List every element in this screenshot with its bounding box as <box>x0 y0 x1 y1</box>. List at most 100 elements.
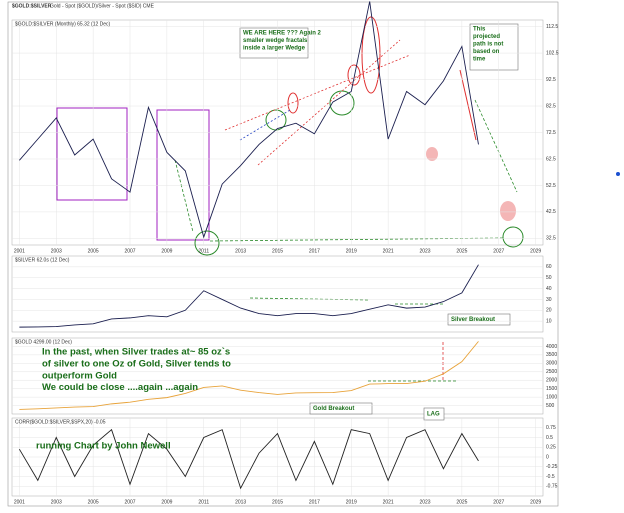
y-tick-label: 112.5 <box>546 24 558 30</box>
y-tick-label: 2000 <box>546 378 557 384</box>
y-tick-label: 52.5 <box>546 183 556 189</box>
note-box <box>309 402 373 415</box>
annotation: projected <box>473 34 500 40</box>
y-tick-label: -0.5 <box>546 474 555 480</box>
note-box <box>469 23 519 71</box>
annotation: Silver Breakout <box>451 317 495 323</box>
chart-subtitle: Gold - Spot ($GOLD)/Silver - Spot ($SID)… <box>50 3 155 9</box>
x-tick-label: 2021 <box>383 248 394 254</box>
x-tick-label: 2009 <box>161 499 172 505</box>
circle <box>361 16 381 94</box>
drawings <box>56 16 524 421</box>
y-tick-label: 0 <box>546 454 549 460</box>
note-box <box>447 313 511 326</box>
legend-label: $SILVER 62.0s (12 Dec) <box>15 257 70 263</box>
legend-label: CORR($GOLD:$SILVER,$SPX,20) -0.05 <box>15 419 106 425</box>
y-tick-label: 500 <box>546 403 555 409</box>
y-tick-label: 1000 <box>546 394 557 400</box>
y-tick-label: 72.5 <box>546 130 556 136</box>
chart-title: $GOLD:$SILVER <box>12 3 52 9</box>
x-tick-label: 2017 <box>309 499 320 505</box>
x-tick-label: 2019 <box>346 248 357 254</box>
y-tick-label: 0.25 <box>546 445 556 451</box>
x-tick-label: 2009 <box>161 248 172 254</box>
y-tick-label: 92.5 <box>546 77 556 83</box>
projection <box>459 69 477 141</box>
y-tick-label: 10 <box>546 318 552 324</box>
y-tick-label: 3000 <box>546 361 557 367</box>
y-tick-label: 4000 <box>546 344 557 350</box>
note-box <box>423 407 445 421</box>
y-tick-label: 20 <box>546 308 552 314</box>
series-line <box>19 341 479 410</box>
wedge-line <box>257 39 401 166</box>
x-tick-label: 2025 <box>456 499 467 505</box>
y-tick-label: 102.5 <box>546 50 559 56</box>
annotation: of silver to one Oz of Gold, Silver tend… <box>42 358 231 369</box>
x-tick-label: 2001 <box>14 248 25 254</box>
y-tick-label: 60 <box>546 264 552 270</box>
x-tick-label: 2015 <box>272 248 283 254</box>
y-tick-label: 30 <box>546 297 552 303</box>
y-tick-label: 42.5 <box>546 209 556 215</box>
panel <box>11 255 544 333</box>
annotation: inside a larger Wedge <box>243 46 306 52</box>
legend-label: $GOLD 4299.00 (12 Dec) <box>15 339 72 345</box>
dashed-line <box>174 159 194 233</box>
dashed-line <box>474 99 518 193</box>
annotation: LAG <box>427 412 440 418</box>
y-tick-label: 0.5 <box>546 435 553 441</box>
circle <box>287 92 299 114</box>
chart-frame <box>7 1 559 507</box>
x-tick-label: 2025 <box>456 248 467 254</box>
x-tick-label: 2001 <box>14 499 25 505</box>
y-tick-label: 82.5 <box>546 103 556 109</box>
circle <box>194 230 220 256</box>
circle <box>426 147 438 161</box>
y-tick-label: 50 <box>546 275 552 281</box>
x-tick-label: 2011 <box>198 248 209 254</box>
annotation: smaller wedge fractals <box>243 38 308 44</box>
x-tick-label: 2021 <box>383 499 394 505</box>
x-tick-label: 2013 <box>235 248 246 254</box>
annotation: outperform Gold <box>42 370 117 381</box>
circle <box>329 90 355 116</box>
x-tick-label: 2005 <box>88 248 99 254</box>
y-tick-label: 32.5 <box>546 236 556 242</box>
wedge-line <box>224 54 411 131</box>
x-tick-label: 2005 <box>88 499 99 505</box>
y-tick-label: 0.75 <box>546 425 556 431</box>
x-tick-label: 2007 <box>124 499 135 505</box>
y-tick-label: 2500 <box>546 369 557 375</box>
y-tick-label: -0.25 <box>546 464 558 470</box>
x-tick-label: 2023 <box>419 499 430 505</box>
box <box>56 107 128 201</box>
annotation: We could be close ....again ...again <box>42 382 198 393</box>
series-line <box>19 1 479 239</box>
circle <box>502 226 524 248</box>
x-tick-label: 2029 <box>530 248 541 254</box>
annotation: based on <box>473 49 500 55</box>
series-line <box>18 428 479 490</box>
x-tick-label: 2003 <box>51 248 62 254</box>
series-line <box>19 264 479 328</box>
annotation: In the past, when Silver trades at~ 85 o… <box>42 347 230 358</box>
y-tick-label: -0.75 <box>546 484 558 490</box>
y-tick-label: 1500 <box>546 386 557 392</box>
x-tick-label: 2023 <box>419 248 430 254</box>
x-tick-label: 2027 <box>493 248 504 254</box>
y-tick-label: 40 <box>546 286 552 292</box>
x-tick-label: 2027 <box>493 499 504 505</box>
annotation: path is not <box>473 42 503 48</box>
annotation: running Chart by John Newell <box>36 441 171 452</box>
panel <box>11 337 544 415</box>
x-tick-label: 2029 <box>530 499 541 505</box>
annotation: WE ARE HERE ??? Again 2 <box>243 31 322 37</box>
wedge-line <box>239 109 291 141</box>
dot <box>616 172 620 176</box>
x-tick-label: 2019 <box>346 499 357 505</box>
annotation: Gold Breakout <box>313 406 354 412</box>
x-tick-label: 2015 <box>272 499 283 505</box>
y-tick-label: 62.5 <box>546 156 556 162</box>
